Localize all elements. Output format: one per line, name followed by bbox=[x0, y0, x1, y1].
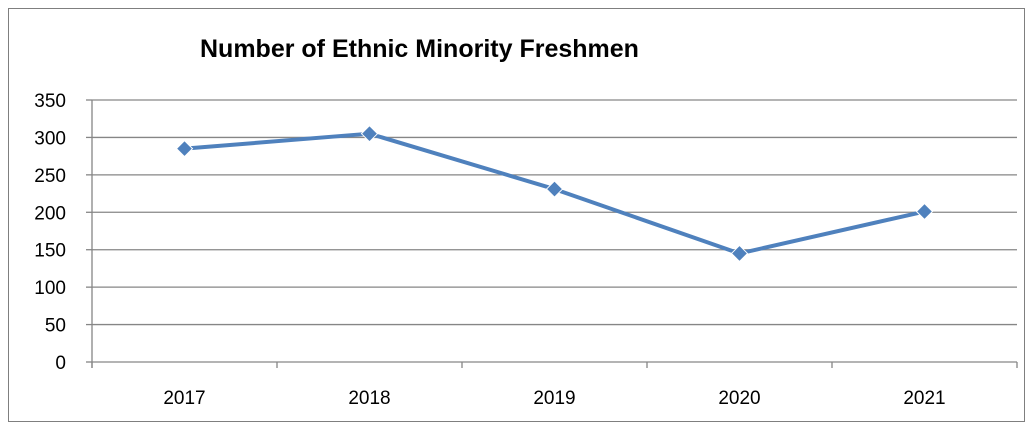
x-tick-label: 2018 bbox=[348, 388, 390, 409]
x-tick-labels: 2017 2018 2019 2020 2021 bbox=[163, 388, 945, 409]
y-tick-label: 0 bbox=[55, 353, 66, 374]
y-tick-label: 50 bbox=[45, 316, 66, 337]
data-point bbox=[917, 204, 933, 220]
data-point bbox=[732, 245, 748, 261]
x-tick-label: 2020 bbox=[718, 388, 760, 409]
series bbox=[177, 126, 933, 262]
y-tick-label: 100 bbox=[34, 278, 66, 299]
x-tick-label: 2021 bbox=[903, 388, 945, 409]
y-tick-label: 250 bbox=[34, 166, 66, 187]
y-tick-label: 300 bbox=[34, 128, 66, 149]
data-point bbox=[547, 181, 563, 197]
y-tick-label: 150 bbox=[34, 241, 66, 262]
x-tick-label: 2017 bbox=[163, 388, 205, 409]
data-point bbox=[362, 126, 378, 142]
y-tick-label: 350 bbox=[34, 91, 66, 112]
data-point bbox=[177, 141, 193, 157]
x-tick-label: 2019 bbox=[533, 388, 575, 409]
gridlines bbox=[92, 100, 1017, 325]
y-tick-label: 200 bbox=[34, 203, 66, 224]
y-tick-labels: 0 50 100 150 200 250 300 350 bbox=[34, 91, 66, 374]
axes bbox=[86, 100, 1017, 368]
